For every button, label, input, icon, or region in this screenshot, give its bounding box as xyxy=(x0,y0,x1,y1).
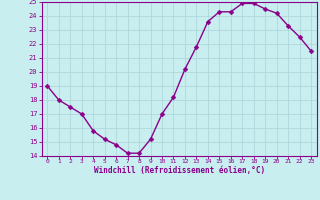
X-axis label: Windchill (Refroidissement éolien,°C): Windchill (Refroidissement éolien,°C) xyxy=(94,166,265,175)
